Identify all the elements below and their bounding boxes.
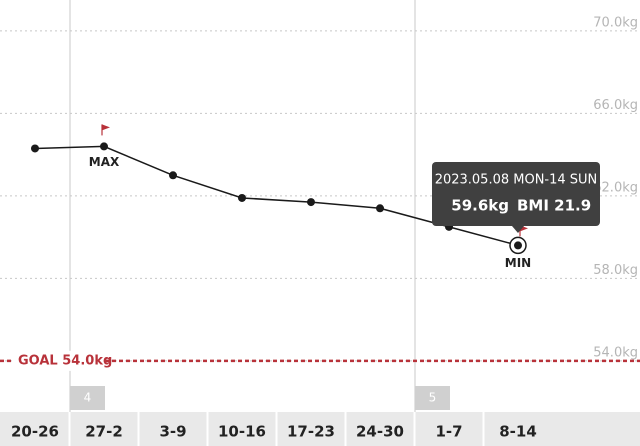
tooltip-weight: 59.6kg xyxy=(451,197,509,215)
tooltip-pointer xyxy=(512,226,524,233)
max-label: MAX xyxy=(89,155,120,169)
y-tick-label: 54.0kg xyxy=(593,345,638,360)
month-tab xyxy=(415,386,450,410)
point xyxy=(307,198,315,207)
y-tick-label: 62.0kg xyxy=(593,180,638,195)
tooltip xyxy=(432,162,600,226)
category-bar xyxy=(0,412,640,446)
month-tab xyxy=(70,386,105,410)
point xyxy=(238,193,246,202)
tooltip-bmi: BMI 21.9 xyxy=(517,197,591,215)
min-label: MIN xyxy=(505,256,531,270)
x-tick-label: 24-30 xyxy=(356,423,404,441)
goal-label-bg xyxy=(14,350,106,371)
x-tick-label: 10-16 xyxy=(218,423,266,441)
tooltip-title: 2023.05.08 MON-14 SUN xyxy=(435,173,598,188)
point xyxy=(376,204,384,213)
x-tick-label: 1-7 xyxy=(435,423,462,441)
point xyxy=(514,241,522,250)
x-tick-label: 27-2 xyxy=(85,423,123,441)
point xyxy=(31,144,39,153)
goal-label: GOAL 54.0kg xyxy=(18,353,112,368)
x-tick-label: 17-23 xyxy=(287,423,335,441)
y-tick-label: 58.0kg xyxy=(593,263,638,278)
y-tick-label: 70.0kg xyxy=(593,15,638,30)
point xyxy=(169,171,177,180)
point xyxy=(100,142,108,151)
y-tick-label: 66.0kg xyxy=(593,98,638,113)
x-tick-label: 20-26 xyxy=(11,423,59,441)
month-label: 4 xyxy=(84,391,92,405)
month-label: 5 xyxy=(429,391,437,405)
x-tick-label: 8-14 xyxy=(499,423,537,441)
x-tick-label: 3-9 xyxy=(159,423,186,441)
flag xyxy=(102,124,110,131)
